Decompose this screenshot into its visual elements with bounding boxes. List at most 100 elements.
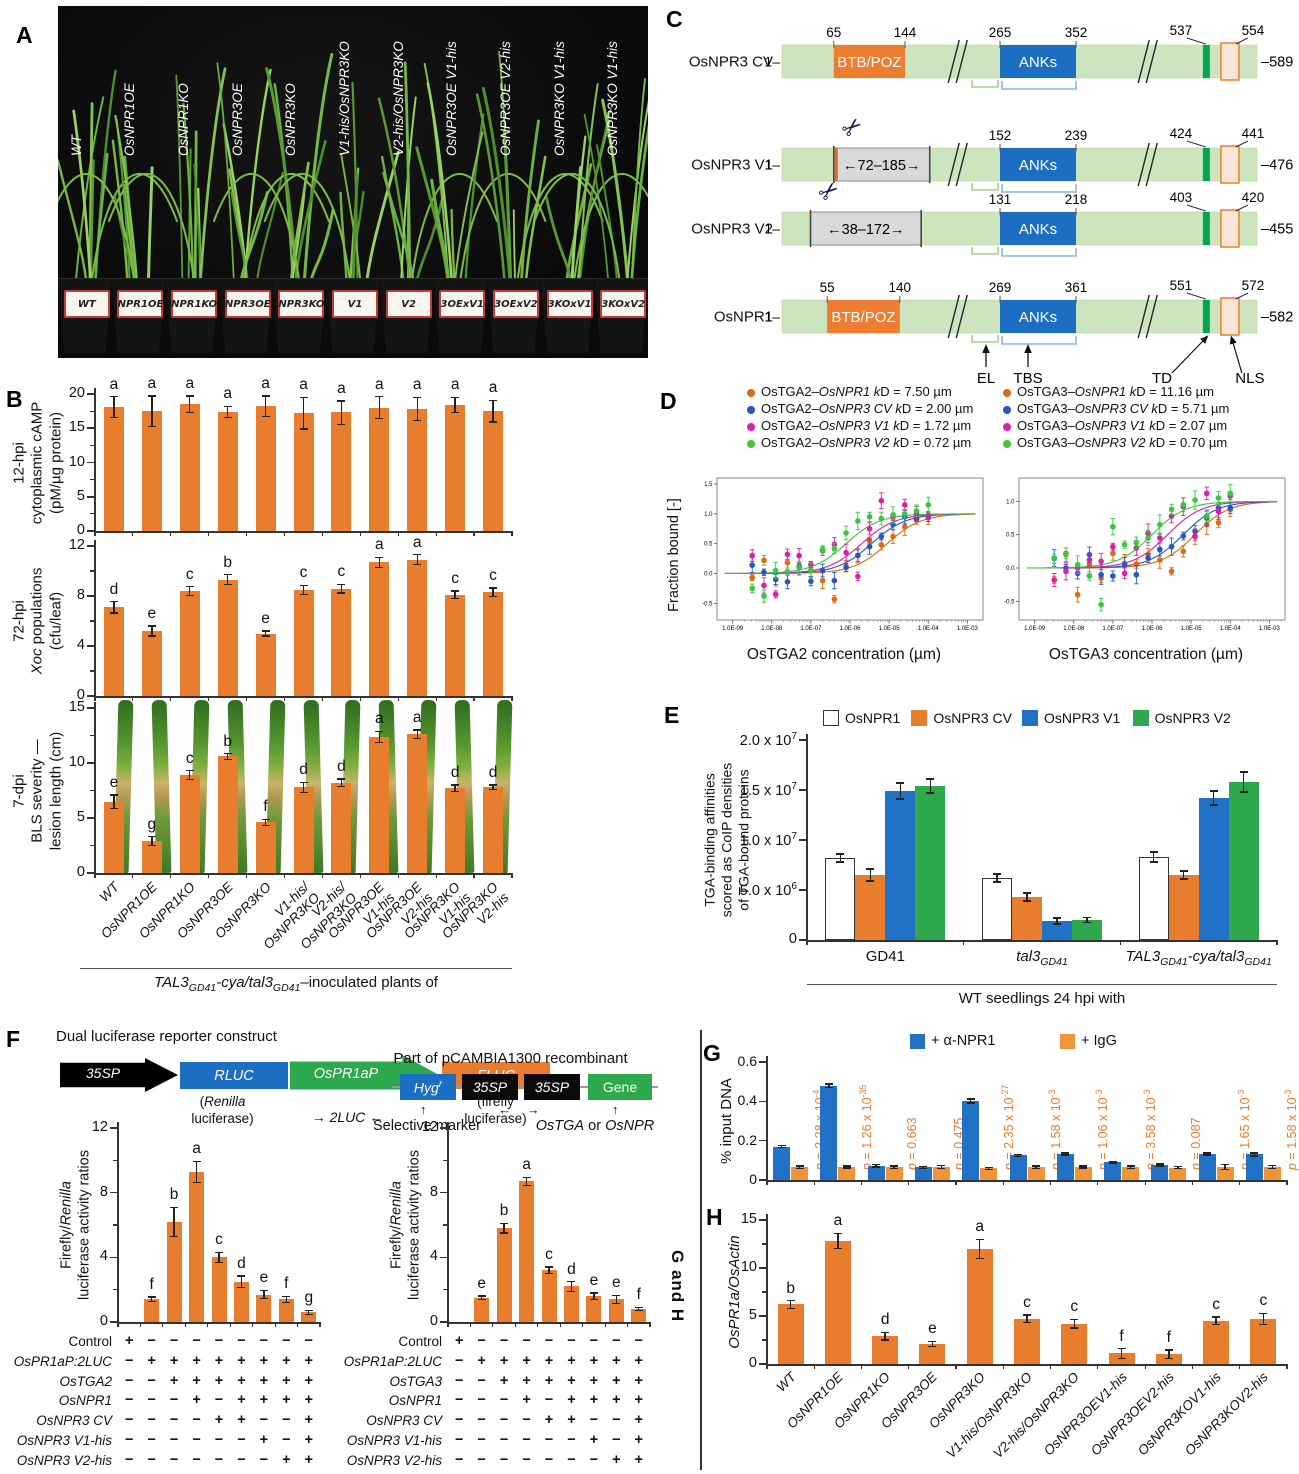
y-tick-label: 20: [68, 385, 85, 401]
error-cap: [299, 781, 308, 783]
error-cap: [1126, 1167, 1135, 1169]
plus-minus-sign: −: [589, 1451, 599, 1468]
sig-letter: e: [477, 1274, 486, 1292]
x-tick: [435, 874, 437, 878]
plus-minus-sign: +: [282, 1372, 291, 1389]
error-bar: [931, 1341, 934, 1347]
error-cap: [413, 738, 422, 740]
error-cap: [522, 1184, 531, 1187]
bar: [820, 1085, 838, 1180]
plus-minus-sign: −: [612, 1412, 621, 1429]
error-bar: [846, 1165, 848, 1168]
pot-label: NPR1OE: [117, 298, 164, 310]
plus-minus-sign: −: [124, 1372, 134, 1389]
error-bar: [1212, 791, 1215, 805]
error-bar: [615, 1295, 618, 1304]
error-cap: [1108, 1160, 1117, 1163]
y-tick: [87, 872, 95, 874]
error-cap: [1259, 1324, 1268, 1326]
bar: [369, 407, 390, 531]
x-tick: [469, 1323, 472, 1327]
error-bar: [173, 1207, 175, 1237]
sig-letter: c: [451, 570, 459, 587]
scatter-point: [1110, 550, 1116, 557]
plant-genotype-label: OsNPR3OE V2-his: [497, 41, 513, 156]
error-cap: [413, 420, 422, 422]
plus-minus-sign: +: [259, 1372, 269, 1389]
error-cap: [451, 597, 460, 600]
plus-minus-sign: +: [304, 1412, 313, 1429]
scatter-point: [761, 593, 767, 599]
plant-genotype-label: OsNPR3OE V1-his: [444, 41, 460, 156]
error-cap: [1164, 1358, 1173, 1360]
svg-text:441: 441: [1242, 126, 1265, 141]
error-bar: [1159, 1163, 1161, 1166]
svg-text:1.5: 1.5: [704, 482, 713, 488]
error-cap: [984, 1168, 993, 1170]
error-cap: [147, 844, 156, 847]
rice-blade-arc: [213, 172, 304, 307]
bar: [1074, 1167, 1092, 1180]
error-cap: [223, 758, 232, 760]
sig-letter: d: [109, 580, 119, 598]
scatter-point: [925, 502, 932, 508]
scatter-point: [831, 596, 838, 602]
legend-label: OsTGA2–OsNPR3 V2 kD = 0.72 µm: [761, 435, 972, 450]
x-tick: [649, 1323, 651, 1327]
error-cap: [1179, 878, 1188, 880]
error-cap: [937, 1164, 946, 1167]
plus-minus-sign: +: [259, 1352, 269, 1369]
y-tick: [87, 545, 95, 547]
x-tick: [208, 874, 210, 878]
x-tick: [435, 532, 437, 536]
error-cap: [1032, 1165, 1040, 1167]
error-cap: [337, 592, 346, 594]
error-cap: [223, 574, 232, 576]
plus-minus-sign: −: [169, 1392, 179, 1409]
scatter-point: [831, 577, 838, 584]
scatter-point: [1145, 535, 1151, 541]
scatter-point: [796, 564, 802, 571]
error-cap: [842, 1167, 851, 1169]
legend-swatch: [910, 1034, 925, 1049]
scatter-point: [1133, 539, 1140, 546]
svg-text:-0.5: -0.5: [1004, 599, 1015, 605]
error-bar: [789, 1300, 792, 1309]
plus-minus-sign: −: [589, 1333, 599, 1349]
error-cap: [567, 1290, 576, 1292]
error-bar: [340, 400, 343, 425]
error-cap: [147, 836, 156, 838]
scatter-point: [1157, 546, 1163, 553]
bar: [331, 588, 352, 696]
bar: [867, 1165, 885, 1180]
svg-text:EL: EL: [977, 370, 995, 385]
e-y-axis-label: TGA-binding affinities scored as CoIP den…: [701, 762, 752, 918]
error-bar: [480, 1295, 483, 1300]
y-minor-tick: [90, 734, 95, 737]
plus-minus-sign: −: [124, 1412, 134, 1429]
error-cap: [304, 1309, 313, 1312]
error-cap: [185, 770, 194, 772]
y-axis: [117, 1122, 119, 1322]
error-cap: [259, 1297, 268, 1300]
x-tick: [908, 1365, 910, 1369]
sig-letter: b: [169, 1186, 179, 1204]
scatter-point: [1215, 495, 1222, 501]
y-minor-tick: [113, 1289, 118, 1291]
plant-genotype-label: OsNPR3KO V1-his: [605, 41, 621, 156]
y-minor-tick: [113, 1192, 118, 1194]
plus-minus-sign: +: [634, 1372, 643, 1389]
x-tick: [208, 697, 210, 701]
error-cap: [451, 590, 460, 592]
sig-letter: a: [185, 375, 195, 393]
plus-minus-sign: −: [454, 1432, 464, 1448]
error-cap: [937, 1167, 946, 1170]
plus-minus-sign: +: [304, 1432, 313, 1448]
plus-minus-sign: +: [589, 1392, 599, 1409]
error-cap: [1221, 1168, 1230, 1171]
svg-text:OsNPR3 CV: OsNPR3 CV: [689, 54, 773, 71]
error-cap: [1259, 1312, 1268, 1314]
svg-text:65: 65: [826, 25, 841, 40]
sig-letter: f: [263, 798, 268, 816]
error-cap: [1014, 1153, 1022, 1155]
